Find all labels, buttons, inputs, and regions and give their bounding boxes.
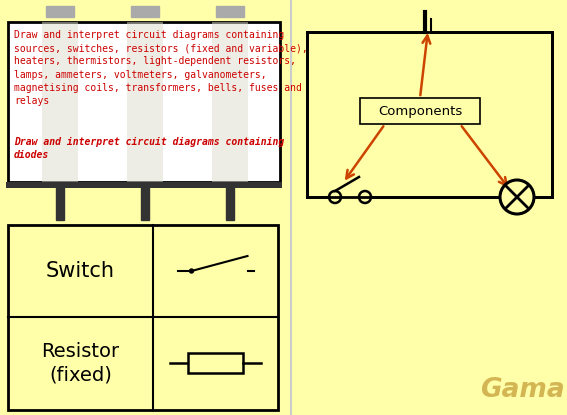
Bar <box>212 22 248 182</box>
Text: Draw and interpret circuit diagrams containing
diodes: Draw and interpret circuit diagrams cont… <box>14 137 284 160</box>
Bar <box>188 353 243 373</box>
Text: Resistor
(fixed): Resistor (fixed) <box>41 342 120 384</box>
Text: Components: Components <box>378 105 462 117</box>
Circle shape <box>500 180 534 214</box>
Bar <box>6 182 282 188</box>
Bar <box>127 22 163 182</box>
Bar <box>226 182 234 220</box>
Bar <box>360 98 480 124</box>
Bar <box>8 22 280 182</box>
Bar <box>131 6 159 17</box>
Text: Draw and interpret circuit diagrams containing
sources, switches, resistors (fix: Draw and interpret circuit diagrams cont… <box>14 30 308 106</box>
Text: Gama: Gama <box>480 377 565 403</box>
Text: Switch: Switch <box>46 261 115 281</box>
Bar <box>56 182 64 220</box>
Bar <box>42 22 78 182</box>
Bar <box>307 32 552 197</box>
Bar <box>46 6 74 17</box>
Circle shape <box>189 269 193 273</box>
Bar <box>141 182 149 220</box>
Bar <box>8 225 278 410</box>
Bar <box>216 6 244 17</box>
